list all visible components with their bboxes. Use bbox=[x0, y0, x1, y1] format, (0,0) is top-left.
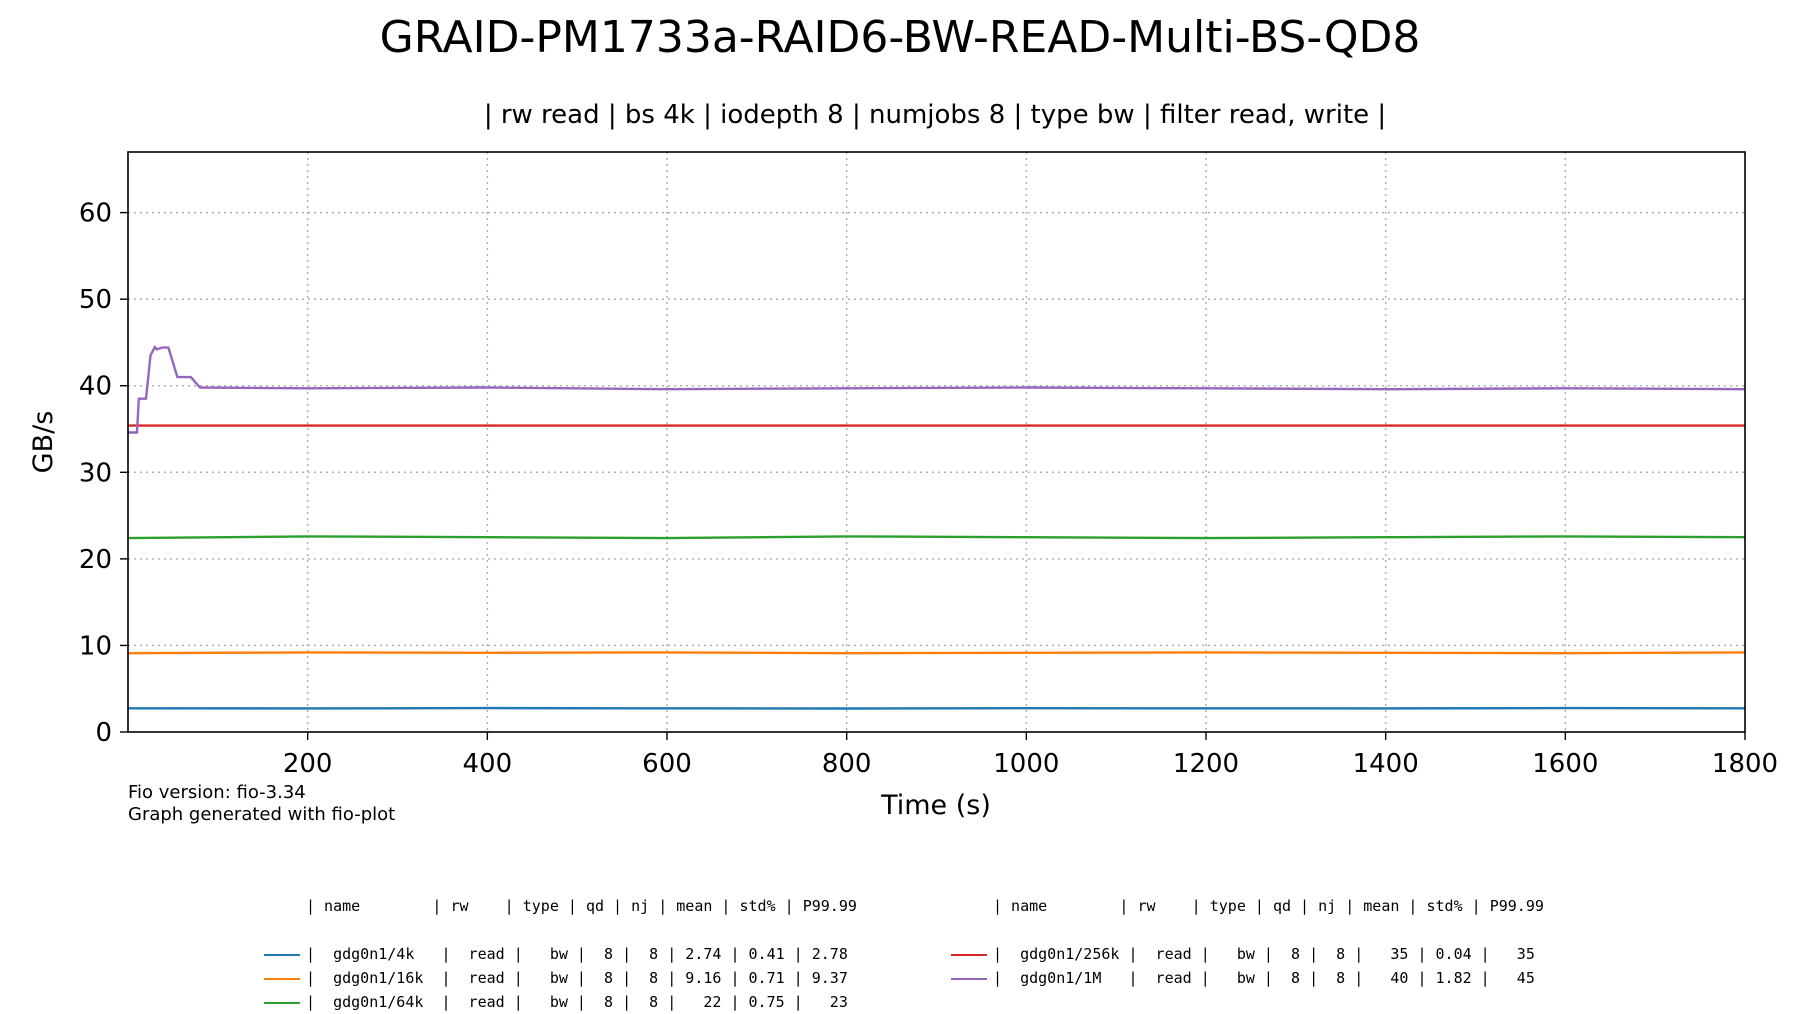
legend-right: | name | rw | type | qd | nj | mean | st… bbox=[951, 846, 1544, 990]
series-line-4 bbox=[128, 347, 1745, 433]
series-line-1 bbox=[128, 652, 1745, 653]
legend-entry: | gdg0n1/4k | read | bw | 8 | 8 | 2.74 |… bbox=[264, 942, 857, 966]
x-tick-label: 800 bbox=[822, 749, 872, 779]
legend-text: | gdg0n1/64k | read | bw | 8 | 8 | 22 | … bbox=[306, 993, 848, 1011]
x-tick-label: 1400 bbox=[1353, 749, 1419, 779]
legend-header: | name | rw | type | qd | nj | mean | st… bbox=[264, 894, 857, 918]
x-tick-label: 1000 bbox=[993, 749, 1059, 779]
x-axis-label: Time (s) bbox=[880, 790, 991, 821]
x-tick-label: 1600 bbox=[1532, 749, 1598, 779]
axis-ticks: 0 10 20 30 40 50 60 200 400 600 800 1000 1200 1400 160… bbox=[79, 199, 1778, 779]
legend-text: | gdg0n1/1M | read | bw | 8 | 8 | 40 | 1… bbox=[993, 969, 1535, 987]
legend-entry: | gdg0n1/1M | read | bw | 8 | 8 | 40 | 1… bbox=[951, 966, 1544, 990]
legend-left: | name | rw | type | qd | nj | mean | st… bbox=[264, 846, 857, 1014]
y-tick-label: 0 bbox=[95, 718, 112, 748]
x-tick-label: 400 bbox=[463, 749, 513, 779]
legend-text: | gdg0n1/256k | read | bw | 8 | 8 | 35 |… bbox=[993, 945, 1535, 963]
generator-text: Graph generated with fio-plot bbox=[128, 804, 395, 826]
y-tick-label: 40 bbox=[79, 372, 112, 402]
legend-swatch bbox=[264, 978, 300, 980]
x-tick-label: 200 bbox=[283, 749, 333, 779]
legend-swatch bbox=[951, 978, 987, 980]
series-group bbox=[128, 347, 1745, 709]
x-tick-label: 1800 bbox=[1712, 749, 1778, 779]
grid-lines bbox=[128, 152, 1745, 732]
series-line-2 bbox=[128, 536, 1745, 538]
legend-entry: | gdg0n1/64k | read | bw | 8 | 8 | 22 | … bbox=[264, 990, 857, 1014]
legend-text: | gdg0n1/16k | read | bw | 8 | 8 | 9.16 … bbox=[306, 969, 848, 987]
x-tick-label: 600 bbox=[642, 749, 692, 779]
y-tick-label: 10 bbox=[79, 631, 112, 661]
x-tick-label: 1200 bbox=[1173, 749, 1239, 779]
legend-swatch bbox=[264, 954, 300, 956]
y-axis-label: GB/s bbox=[28, 411, 59, 474]
legend-text: | gdg0n1/4k | read | bw | 8 | 8 | 2.74 |… bbox=[306, 945, 848, 963]
legend-swatch bbox=[951, 954, 987, 956]
y-tick-label: 20 bbox=[79, 545, 112, 575]
y-tick-label: 60 bbox=[79, 199, 112, 229]
legend-header: | name | rw | type | qd | nj | mean | st… bbox=[951, 894, 1544, 918]
y-tick-label: 30 bbox=[79, 458, 112, 488]
y-tick-label: 50 bbox=[79, 285, 112, 315]
footer-notes: Fio version: fio-3.34 Graph generated wi… bbox=[128, 782, 395, 826]
legend-swatch bbox=[264, 1002, 300, 1004]
legend-entry: | gdg0n1/16k | read | bw | 8 | 8 | 9.16 … bbox=[264, 966, 857, 990]
fio-version-text: Fio version: fio-3.34 bbox=[128, 782, 395, 804]
legend-entry: | gdg0n1/256k | read | bw | 8 | 8 | 35 |… bbox=[951, 942, 1544, 966]
